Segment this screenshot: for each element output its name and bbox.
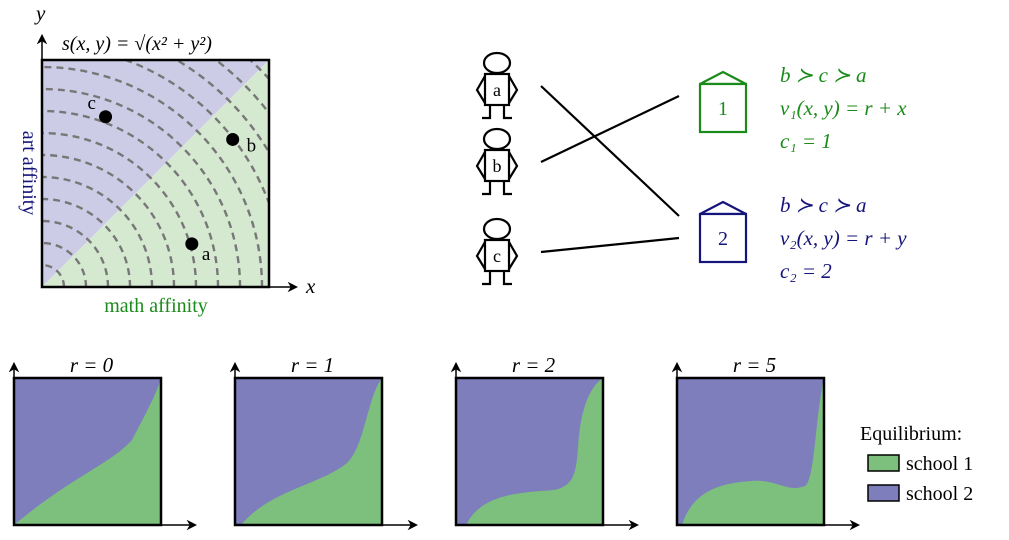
legend: Equilibrium: school 1 school 2 [860,423,973,505]
equilibrium-panel-2: r = 1 [229,353,419,531]
student-arm-left [475,75,486,104]
school-capacity: c₂ = 2 [780,259,832,283]
legend-swatch-school-1 [867,454,900,472]
student-point-b [226,132,240,146]
matching-lines [540,85,680,254]
student-points: c b a [88,93,257,265]
student-head [482,51,512,75]
equilibrium-panel-1: r = 0 [8,353,198,531]
contour-arc [42,219,110,287]
contour-arc [42,263,66,287]
school-1-region [42,60,269,287]
contour-arc [42,65,264,287]
contour-arc [42,109,220,287]
school-capacity: c₁ = 1 [780,129,832,153]
equilibrium-school-1-area [466,378,603,525]
contour-arc [42,241,88,287]
school-roof [699,200,747,216]
student-point-label: b [247,135,257,156]
student-arm-right [508,75,519,104]
math-affinity-label: math affinity [104,295,208,317]
school-valuation: v₂(x, y) = r + y [780,226,907,250]
legend-label-school-1: school 1 [906,453,973,475]
equilibrium-panels: r = 0 r = 1 r = 2 r = 5 [8,353,861,531]
student-point-label: a [202,244,211,265]
contour-arc [42,197,132,287]
student-leg-left [482,181,492,196]
legend-swatch-school-2 [867,484,900,502]
student-leg-right [502,271,512,286]
student-body [483,148,511,183]
score-contours [42,60,269,287]
art-affinity-label: art affinity [18,131,40,216]
student-arm-right [508,241,519,270]
contour-arc [42,87,242,287]
equilibrium-title: r = 5 [733,353,776,377]
top-left-panel: y x s(x, y) = √(x² + y²) math affinity a… [18,1,316,317]
student-head [482,127,512,151]
school-1: 1 b ≻ c ≻ a v₁(x, y) = r + x c₁ = 1 [698,63,907,153]
student-label: b [493,156,502,176]
equilibrium-school-1-area [682,378,824,525]
school-preference: b ≻ c ≻ a [780,63,867,87]
contour-arc [248,60,269,81]
student-head [482,217,512,241]
student-label: c [493,246,501,266]
student-body [483,72,511,107]
equilibrium-title: r = 0 [70,353,114,377]
student-point-c [99,110,113,124]
contour-arc [174,60,269,155]
contour-arc [42,153,176,287]
score-function-label: s(x, y) = √(x² + y²) [62,33,212,55]
match-line-a-2 [540,85,680,217]
equilibrium-school-1-area [14,378,161,525]
school-building [698,82,748,134]
x-axis-letter: x [305,274,316,298]
student-label: a [493,80,501,100]
equilibrium-panel-4: r = 5 [671,353,861,531]
legend-label-school-2: school 2 [906,483,973,505]
matching-diagram: a b c 1 b ≻ c ≻ a v₁(x, y) = r + x c₁ = 1 2 b ≻… [475,51,907,286]
equilibrium-school-1-area [241,378,382,525]
match-line-b-1 [540,95,680,163]
student-arm-right [508,151,519,180]
student-point-a [185,237,199,251]
student-leg-left [482,271,492,286]
student-arm-left [475,241,486,270]
student-figure-b: b [475,127,519,196]
student-leg-right [502,105,512,120]
equilibrium-title: r = 1 [291,353,334,377]
school-valuation: v₁(x, y) = r + x [780,96,907,120]
y-axis-letter: y [34,1,46,25]
student-leg-right [502,181,512,196]
contour-arc [42,175,154,287]
student-figure-c: c [475,217,519,286]
school-preference: b ≻ c ≻ a [780,193,867,217]
school-roof [699,70,747,86]
school-number: 1 [718,98,728,120]
equilibrium-panel-3: r = 2 [450,353,640,531]
school-number: 2 [718,228,728,250]
legend-title: Equilibrium: [860,423,962,445]
student-point-label: c [88,93,96,114]
equilibrium-title: r = 2 [512,353,556,377]
match-line-c-2 [540,236,680,254]
school-building [698,212,748,264]
student-body [483,238,511,273]
student-arm-left [475,151,486,180]
contour-arc [42,131,198,287]
student-leg-left [482,105,492,120]
student-figure-a: a [475,51,519,120]
school-2: 2 b ≻ c ≻ a v₂(x, y) = r + y c₂ = 2 [698,193,907,283]
